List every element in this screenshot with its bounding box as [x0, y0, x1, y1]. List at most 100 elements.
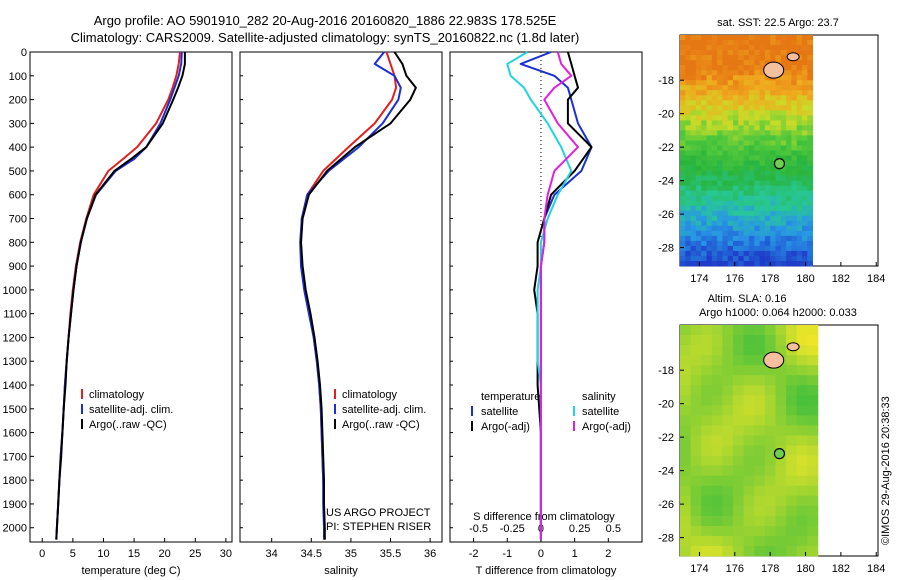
map-cell [764, 345, 776, 356]
map-cell [754, 40, 760, 46]
map-cell [796, 240, 803, 247]
map-cell [764, 425, 776, 436]
map-cell [680, 165, 686, 171]
map-cell [695, 210, 702, 217]
map-cell [722, 70, 729, 76]
map-cell [796, 345, 808, 356]
map-cell [733, 435, 744, 446]
map-cell [711, 505, 723, 517]
map-cell [796, 435, 808, 446]
map-cell [807, 375, 819, 386]
map-cell [743, 220, 750, 227]
map-cell [807, 215, 813, 222]
map-cell [680, 385, 691, 396]
map-cell [711, 546, 723, 557]
map-cell [754, 85, 760, 91]
map-cell [807, 525, 819, 537]
map-cell [770, 95, 776, 101]
map-cell [807, 45, 813, 51]
map-cell [764, 180, 771, 186]
map-cell [680, 365, 691, 376]
map-cell [738, 65, 744, 71]
legend-label-argo: Argo(..raw -QC) [342, 419, 420, 431]
map-cell [706, 130, 713, 136]
map-cell [754, 345, 766, 356]
map-cell [743, 85, 750, 91]
map-cell [695, 100, 702, 106]
map-cell [754, 245, 760, 252]
map-cell [770, 160, 776, 166]
map-cell [807, 535, 819, 547]
map-cell [754, 150, 760, 156]
map-cell [690, 140, 697, 146]
map-cell [754, 415, 766, 426]
map-cell [754, 235, 760, 242]
map-cell [680, 325, 691, 336]
map-cell [701, 240, 707, 247]
map-cell [701, 485, 713, 497]
map-cell [701, 80, 707, 86]
map-cell [738, 235, 744, 242]
map-cell [743, 55, 750, 61]
map-cell [680, 95, 686, 101]
map-cell [743, 150, 750, 156]
map-cell [748, 145, 755, 151]
map-cell [764, 75, 771, 81]
map-cell [727, 95, 734, 101]
map-cell [775, 50, 782, 56]
map-cell [802, 261, 808, 267]
map-cell [802, 140, 808, 146]
map-cell [690, 220, 697, 227]
map-cell [727, 125, 734, 131]
y-tick-label: 1100 [3, 309, 27, 321]
map-cell [717, 215, 723, 222]
map-cell [802, 190, 808, 197]
map-cell [701, 150, 707, 156]
map-cell [743, 120, 750, 126]
map-cell [807, 445, 819, 456]
map-cell [717, 115, 723, 121]
map-cell [733, 245, 739, 252]
map-cell [759, 155, 766, 161]
map-cell [701, 455, 713, 466]
map-y-tick-label: -28 [658, 243, 674, 255]
map-cell [685, 240, 691, 247]
map-cell [722, 65, 729, 71]
map-cell [754, 365, 766, 376]
map-cell [685, 256, 691, 262]
map-cell [770, 245, 776, 252]
map-cell [690, 160, 697, 166]
map-cell [733, 230, 739, 237]
map-cell [722, 230, 729, 237]
map-cell [738, 145, 744, 151]
map-cell [727, 50, 734, 56]
x-tick-label-temperature: 15 [128, 548, 140, 560]
map-cell [807, 546, 819, 557]
map-cell [690, 180, 697, 186]
map-cell [695, 85, 702, 91]
map-cell [680, 135, 686, 141]
map-cell [701, 220, 707, 227]
map-cell [738, 195, 744, 202]
map-cell [701, 35, 707, 41]
map-cell [775, 120, 782, 126]
map-cell [717, 100, 723, 106]
map-cell [722, 150, 729, 156]
map-cell [711, 325, 723, 336]
map-cell [711, 495, 723, 507]
map-cell [770, 85, 776, 91]
map-cell [764, 150, 771, 156]
map-cell [743, 205, 750, 212]
map-cell [780, 170, 787, 176]
map-cell [786, 50, 792, 56]
map-cell [796, 170, 803, 176]
map-cell [770, 261, 776, 267]
map-cell [748, 150, 755, 156]
map-cell [680, 215, 686, 222]
map-cell [754, 435, 766, 446]
map-cell [802, 60, 808, 66]
map-cell [717, 60, 723, 66]
map-cell [738, 105, 744, 111]
map-cell [780, 256, 787, 262]
map-cell [738, 35, 744, 41]
